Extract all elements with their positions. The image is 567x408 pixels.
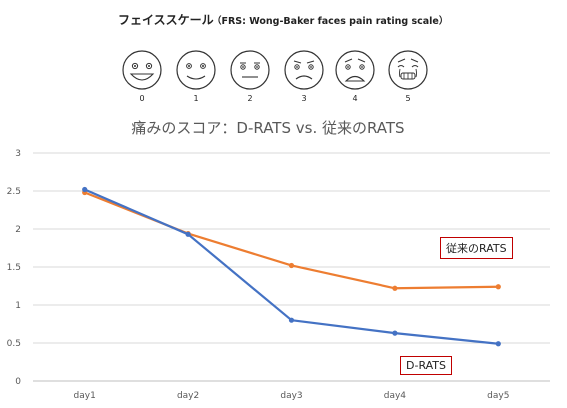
faces-title: フェイススケール xyxy=(118,13,214,27)
data-point xyxy=(185,231,191,237)
y-tick-label: 1.5 xyxy=(7,263,21,273)
face-label-0: 0 xyxy=(139,94,144,103)
series-layer xyxy=(82,186,501,347)
face-label-5: 5 xyxy=(405,94,410,103)
y-tick-label: 2 xyxy=(15,225,21,235)
data-point xyxy=(82,186,88,193)
face-5-icon xyxy=(388,50,428,90)
data-point xyxy=(288,262,295,269)
y-tick-label: 2.5 xyxy=(7,187,21,197)
face-1-icon xyxy=(176,50,216,90)
data-point xyxy=(288,317,295,323)
series-line xyxy=(84,191,499,290)
x-axis-ticks: day1 day2 day3 day4 day5 xyxy=(74,391,510,401)
face-2-icon xyxy=(230,50,270,90)
y-tick-label: 3 xyxy=(15,149,21,159)
data-point xyxy=(495,284,501,290)
chart-title: 痛みのスコア：D-RATS vs. 従来のRATS xyxy=(131,119,404,137)
face-label-1: 1 xyxy=(193,94,198,103)
y-tick-label: 0.5 xyxy=(7,339,21,349)
y-tick-label: 1 xyxy=(15,301,21,311)
data-point xyxy=(495,341,501,347)
x-tick-label: day1 xyxy=(74,391,96,401)
data-point xyxy=(392,330,398,336)
y-tick-label: 0 xyxy=(15,377,21,387)
face-3-icon xyxy=(284,50,324,90)
orange-series-annotation: 従来のRATS xyxy=(440,237,513,259)
face-label-2: 2 xyxy=(247,94,252,103)
x-tick-label: day2 xyxy=(177,391,199,401)
faces-subtitle: （FRS: Wong-Baker faces pain rating scale… xyxy=(212,16,449,27)
data-point xyxy=(392,285,398,291)
x-tick-label: day4 xyxy=(384,391,407,401)
face-0-icon xyxy=(122,50,162,90)
face-label-4: 4 xyxy=(352,94,357,103)
x-tick-label: day3 xyxy=(280,391,302,401)
face-4-icon xyxy=(335,50,375,90)
gridlines xyxy=(33,152,550,382)
face-scale: 0 1 2 3 4 5 xyxy=(122,50,428,103)
face-label-3: 3 xyxy=(301,94,306,103)
y-axis-ticks: 0 0.5 1 1.5 2 2.5 3 xyxy=(7,149,22,387)
x-tick-label: day5 xyxy=(487,391,509,401)
blue-series-annotation: D-RATS xyxy=(400,356,453,375)
